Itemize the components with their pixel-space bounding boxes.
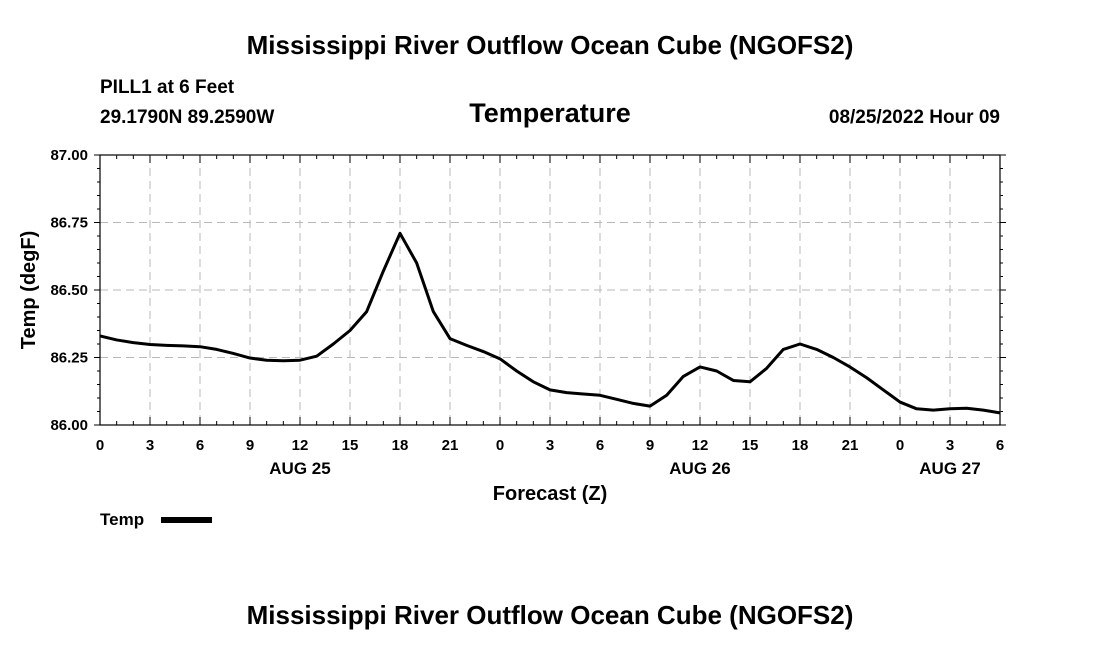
- x-tick-label: 6: [196, 437, 204, 454]
- station-label: PILL1 at 6 Feet: [100, 77, 235, 98]
- y-tick-label: 87.00: [50, 147, 88, 164]
- y-axis-label: Temp (degF): [18, 231, 40, 350]
- legend-label: Temp: [100, 510, 144, 529]
- date-label: AUG 26: [669, 459, 730, 478]
- x-axis-label: Forecast (Z): [493, 483, 607, 505]
- page-title: Mississippi River Outflow Ocean Cube (NG…: [246, 30, 854, 60]
- grid: [100, 155, 1000, 425]
- station-coordinates: 29.1790N 89.2590W: [100, 107, 275, 128]
- date-label: AUG 27: [919, 459, 980, 478]
- y-tick-label: 86.75: [50, 215, 88, 232]
- x-tick-label: 18: [792, 437, 809, 454]
- temp-series-line: [99, 231, 1001, 415]
- x-tick-label: 21: [442, 437, 459, 454]
- plot-frame: [99, 154, 1001, 426]
- x-tick-label: 0: [96, 437, 104, 454]
- x-tick-label: 12: [292, 437, 309, 454]
- x-tick-label: 9: [646, 437, 654, 454]
- chart-title: Temperature: [469, 98, 631, 128]
- x-tick-label: 21: [842, 437, 859, 454]
- x-tick-label: 0: [496, 437, 504, 454]
- y-tick-label: 86.00: [50, 417, 88, 434]
- axis-labels: 0 3 6 9 12 15 18 21 0 3 6 9 12 15 18 21 0 3 6 86.00 86.25 86.…: [50, 147, 1004, 478]
- x-tick-label: 6: [596, 437, 604, 454]
- y-tick-label: 86.50: [50, 282, 88, 299]
- x-tick-label: 3: [946, 437, 954, 454]
- x-tick-label: 3: [146, 437, 154, 454]
- x-tick-label: 15: [742, 437, 759, 454]
- x-tick-label: 0: [896, 437, 904, 454]
- x-tick-label: 15: [342, 437, 359, 454]
- legend-swatch: [161, 517, 212, 523]
- x-tick-label: 6: [996, 437, 1004, 454]
- x-tick-label: 12: [692, 437, 709, 454]
- y-tick-label: 86.25: [50, 350, 88, 367]
- x-tick-label: 3: [546, 437, 554, 454]
- date-label: AUG 25: [269, 459, 330, 478]
- forecast-timestamp: 08/25/2022 Hour 09: [828, 107, 1000, 128]
- footer-title: Mississippi River Outflow Ocean Cube (NG…: [246, 600, 854, 630]
- x-tick-label: 9: [246, 437, 254, 454]
- x-tick-label: 18: [392, 437, 409, 454]
